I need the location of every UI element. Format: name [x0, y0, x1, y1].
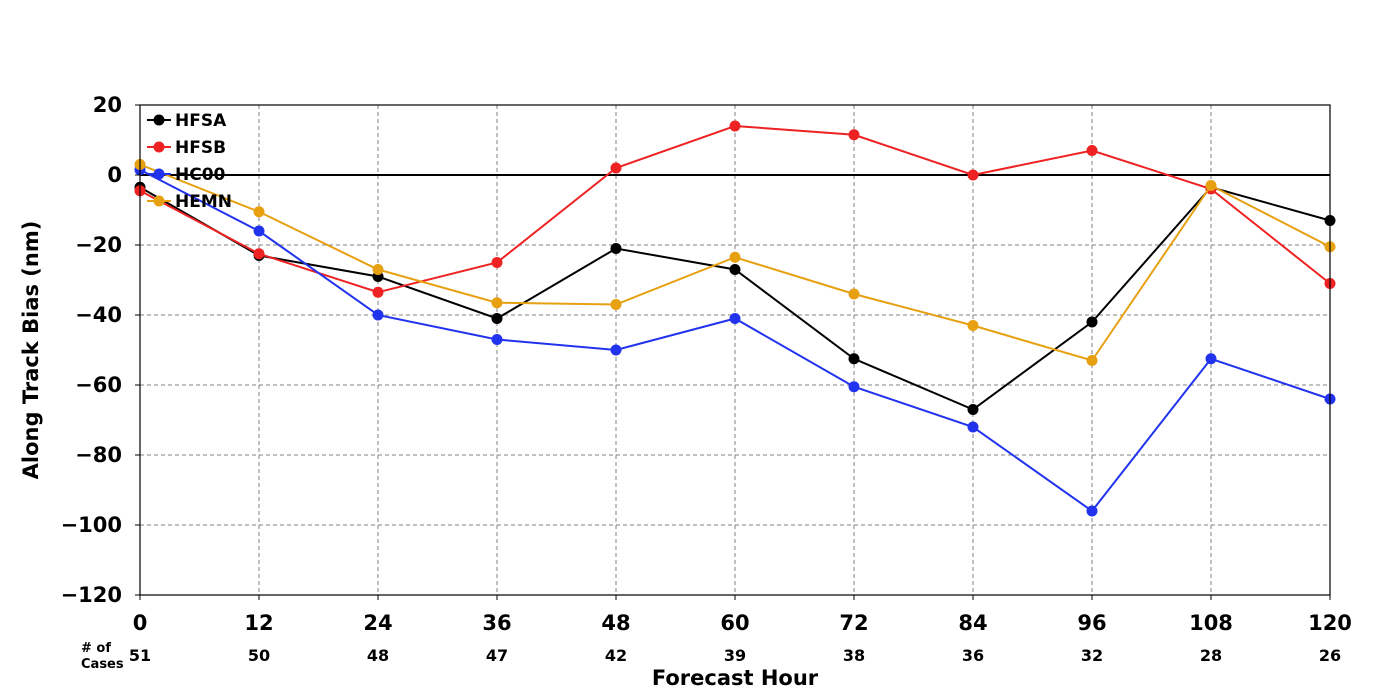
legend-swatch-marker	[153, 141, 165, 153]
cases-count: 48	[367, 646, 389, 665]
legend-label: HC00	[175, 165, 226, 185]
series-layer	[134, 120, 1336, 517]
data-point-hc00	[610, 344, 622, 356]
data-point-hemn	[848, 288, 860, 300]
legend-item-hfsb: HFSB	[147, 138, 226, 158]
x-tick-label: 108	[1189, 611, 1233, 635]
cases-count: 39	[724, 646, 746, 665]
x-tick-labels: 0 12 24 36 48 60 72 84 96 108 120	[133, 595, 1352, 635]
data-point-hemn	[253, 206, 265, 218]
x-tick-label: 72	[839, 611, 868, 635]
data-point-hfsa	[729, 264, 741, 275]
y-tick-label: −40	[75, 303, 122, 327]
data-point-hfsb	[729, 120, 741, 132]
y-tick-label: −60	[75, 373, 122, 397]
cases-count: 36	[962, 646, 984, 665]
data-point-hemn	[372, 264, 384, 275]
y-tick-label: −20	[75, 233, 122, 257]
data-point-hfsb	[253, 248, 265, 260]
x-tick-label: 48	[601, 611, 630, 635]
data-point-hemn	[967, 320, 979, 331]
cases-header-line2: Cases	[81, 657, 124, 672]
y-tick-label: −100	[61, 513, 122, 537]
legend-swatch-marker	[153, 195, 165, 207]
legend-item-hfsa: HFSA	[147, 111, 227, 131]
legend-item-hemn: HEMN	[147, 192, 232, 212]
series-hc00	[134, 164, 1336, 517]
y-tick-label: 0	[107, 163, 122, 187]
data-point-hfsa	[1086, 316, 1098, 328]
data-point-hfsb	[491, 257, 503, 268]
data-point-hfsb	[967, 169, 979, 181]
data-point-hc00	[253, 225, 265, 237]
cases-row: 51 50 48 47 42 39 38 36 32 28 26	[129, 646, 1341, 665]
legend: HFSA HFSB HC00 HEMN	[147, 111, 232, 212]
data-point-hfsa	[610, 243, 622, 254]
data-point-hc00	[1205, 353, 1217, 365]
y-tick-labels: 20 0 −20 −40 −60 −80 −100 −120	[61, 93, 140, 607]
legend-label: HFSA	[175, 111, 227, 131]
x-tick-label: 12	[244, 611, 273, 635]
y-tick-label: −80	[75, 443, 122, 467]
x-tick-label: 36	[482, 611, 511, 635]
x-tick-label: 120	[1308, 611, 1352, 635]
cases-count: 47	[486, 646, 508, 665]
data-point-hemn	[491, 297, 503, 309]
data-point-hfsb	[610, 162, 622, 174]
data-point-hfsa	[967, 404, 979, 415]
data-point-hemn	[610, 299, 622, 310]
x-axis-title: Forecast Hour	[652, 666, 819, 690]
cases-count: 51	[129, 646, 151, 665]
data-point-hfsb	[1086, 145, 1098, 156]
data-point-hemn	[1086, 355, 1098, 366]
cases-count: 28	[1200, 646, 1222, 665]
x-tick-label: 96	[1077, 611, 1106, 635]
cases-header-line1: # of	[81, 641, 111, 656]
data-point-hfsb	[372, 286, 384, 298]
cases-count: 32	[1081, 646, 1103, 665]
x-tick-label: 24	[363, 611, 392, 635]
legend-label: HFSB	[175, 138, 226, 158]
y-axis-title: Along Track Bias (nm)	[19, 221, 43, 480]
data-point-hfsa	[491, 313, 503, 324]
legend-label: HEMN	[175, 192, 232, 212]
data-point-hemn	[1205, 180, 1217, 191]
cases-count: 38	[843, 646, 865, 665]
y-tick-label: −120	[61, 583, 122, 607]
legend-swatch-marker	[153, 114, 165, 126]
data-point-hc00	[967, 421, 979, 433]
cases-count: 42	[605, 646, 627, 665]
x-tick-label: 60	[720, 611, 749, 635]
cases-count: 26	[1319, 646, 1341, 665]
data-point-hc00	[848, 381, 860, 393]
data-point-hc00	[372, 309, 384, 321]
data-point-hemn	[729, 251, 741, 263]
x-tick-label: 0	[133, 611, 148, 635]
cases-count: 50	[248, 646, 270, 665]
y-tick-label: 20	[93, 93, 122, 117]
data-point-hc00	[491, 334, 503, 345]
data-point-hc00	[1086, 505, 1098, 517]
data-point-hfsa	[848, 353, 860, 365]
x-tick-label: 84	[958, 611, 987, 635]
data-point-hfsb	[848, 129, 860, 141]
legend-item-hc00: HC00	[147, 165, 226, 185]
legend-swatch-marker	[153, 168, 165, 180]
data-point-hc00	[729, 313, 741, 324]
